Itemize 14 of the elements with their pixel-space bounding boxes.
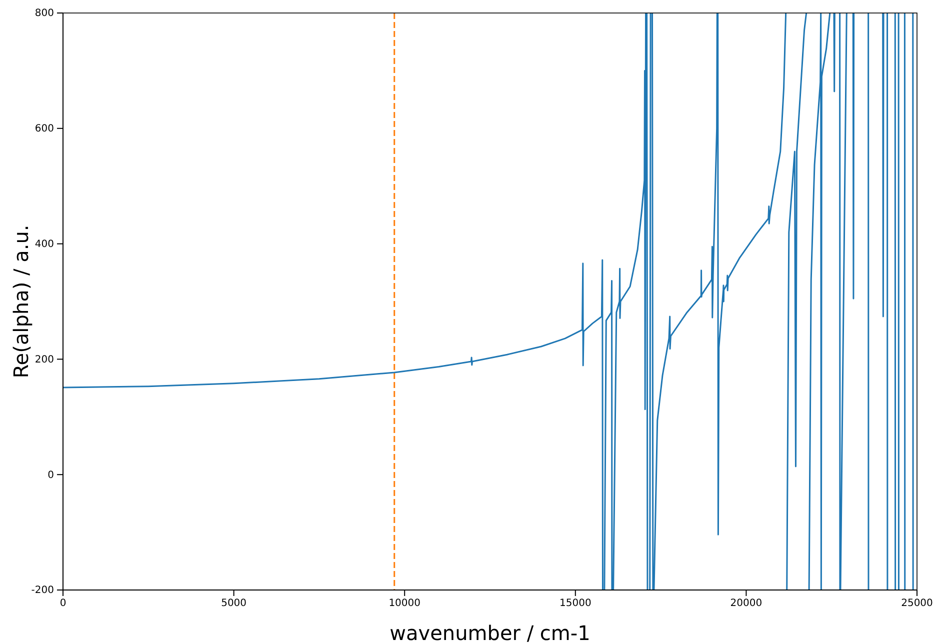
x-tick-label: 20000 bbox=[730, 598, 762, 610]
y-tick-label: 0 bbox=[48, 470, 54, 481]
x-tick-label: 25000 bbox=[901, 598, 933, 610]
x-tick-label: 5000 bbox=[221, 598, 247, 610]
x-axis-title: wavenumber / cm-1 bbox=[390, 621, 590, 644]
y-tick-label: 400 bbox=[34, 239, 54, 250]
y-tick-label: 200 bbox=[34, 354, 54, 366]
x-tick-label: 0 bbox=[60, 598, 66, 610]
y-tick-label: 800 bbox=[34, 8, 54, 20]
y-tick-label: -200 bbox=[31, 585, 54, 596]
x-tick-label: 15000 bbox=[559, 598, 592, 610]
y-tick-label: 600 bbox=[34, 124, 54, 135]
x-tick-label: 10000 bbox=[388, 598, 421, 610]
y-axis-title: Re(alpha) / a.u. bbox=[9, 224, 33, 378]
